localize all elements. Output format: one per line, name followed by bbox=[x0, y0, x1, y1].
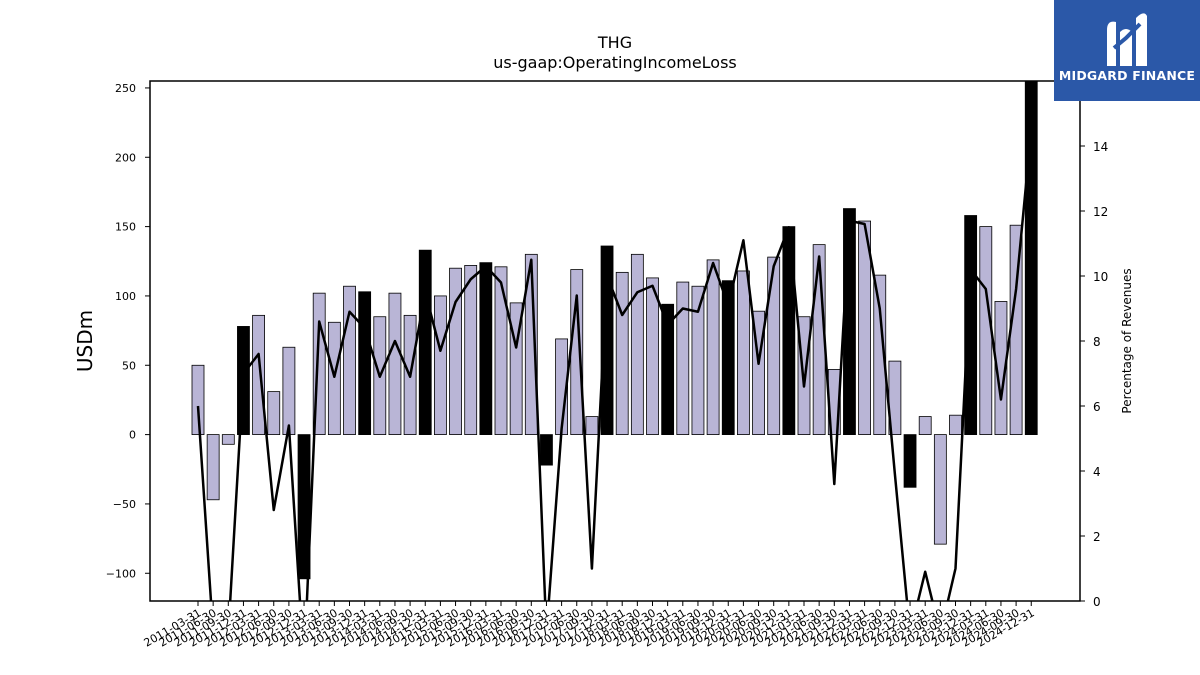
bar-2014-06-30 bbox=[388, 292, 402, 436]
chart-title: THG bbox=[597, 33, 632, 52]
y-tick-label: 50 bbox=[122, 359, 136, 372]
x-axis-ticks: 2011-03-312011-06-302011-09-302011-12-31… bbox=[142, 601, 1037, 650]
percentage-line-series bbox=[196, 129, 1033, 601]
bar-2014-12-31 bbox=[418, 249, 432, 435]
y-tick-label: 100 bbox=[115, 290, 136, 303]
brand-name: MIDGARD FINANCE bbox=[1058, 68, 1196, 83]
midgard-m-icon bbox=[1107, 13, 1147, 66]
y-tick-label: −50 bbox=[113, 498, 136, 511]
y-tick-label: 250 bbox=[115, 82, 136, 95]
bar-2011-03-31 bbox=[191, 364, 205, 435]
bar-2022-12-31 bbox=[903, 434, 917, 488]
y-axis-ticks: −100 −50 0 50 100 150 200 250 bbox=[106, 82, 150, 580]
bar-2011-09-30 bbox=[221, 434, 235, 445]
bar-2013-06-30 bbox=[327, 321, 341, 435]
bar-2012-06-30 bbox=[267, 391, 281, 435]
bar-2022-03-31 bbox=[858, 220, 871, 436]
bar-2016-09-30 bbox=[524, 253, 538, 436]
bar-2013-09-30 bbox=[343, 285, 356, 436]
bar-2017-12-31 bbox=[600, 245, 614, 435]
plot-frame bbox=[149, 80, 1081, 602]
bar-2017-09-30 bbox=[585, 416, 599, 436]
bar-2020-09-30 bbox=[767, 256, 781, 435]
y2-tick-label: 6 bbox=[1093, 400, 1101, 414]
bar-2015-09-30 bbox=[464, 265, 478, 435]
y-tick-label: 150 bbox=[115, 221, 136, 234]
y2-tick-label: 4 bbox=[1093, 465, 1101, 479]
y2-axis-label: Percentage of Revenues bbox=[1120, 268, 1134, 413]
percentage-line bbox=[196, 129, 1033, 601]
bar-2022-06-30 bbox=[873, 274, 887, 436]
y2-tick-label: 0 bbox=[1093, 595, 1101, 609]
y2-tick-label: 12 bbox=[1093, 205, 1108, 219]
bar-2018-06-30 bbox=[630, 253, 644, 436]
bar-2015-03-31 bbox=[433, 295, 447, 435]
brand-logo: MIDGARD FINANCE bbox=[1054, 0, 1200, 101]
bar-2023-03-31 bbox=[918, 416, 932, 436]
y2-axis-ticks: 0 2 4 6 8 10 12 14 bbox=[1080, 140, 1108, 609]
y2-tick-label: 8 bbox=[1093, 335, 1101, 349]
bar-2023-09-30 bbox=[949, 414, 962, 436]
bar-2012-09-30 bbox=[282, 346, 296, 435]
y-tick-label: 200 bbox=[115, 151, 136, 164]
bar-2013-12-31 bbox=[358, 291, 372, 435]
bar-2018-12-31 bbox=[661, 303, 675, 436]
bar-2024-06-30 bbox=[994, 301, 1008, 436]
y2-tick-label: 10 bbox=[1093, 270, 1108, 284]
bar-2024-03-31 bbox=[979, 226, 993, 436]
y2-tick-label: 14 bbox=[1093, 140, 1108, 154]
bar-2023-12-31 bbox=[964, 215, 978, 435]
bar-2016-03-31 bbox=[494, 266, 508, 435]
y-tick-label: 0 bbox=[129, 429, 136, 442]
bar-2020-12-31 bbox=[782, 226, 796, 436]
bar-2019-12-31 bbox=[721, 280, 735, 435]
bar-2019-06-30 bbox=[691, 285, 705, 436]
bar-2020-03-31 bbox=[737, 270, 750, 436]
y2-tick-label: 2 bbox=[1093, 530, 1101, 544]
bar-2019-09-30 bbox=[706, 259, 720, 436]
bar-2018-03-31 bbox=[615, 271, 629, 435]
bar-2023-06-30 bbox=[933, 434, 947, 545]
bar-2019-03-31 bbox=[676, 281, 690, 436]
bar-2011-06-30 bbox=[206, 434, 220, 501]
y-axis-label: USDm bbox=[73, 310, 97, 372]
y-tick-label: −100 bbox=[106, 567, 136, 580]
bar-2012-03-31 bbox=[252, 314, 266, 436]
chart-subtitle: us-gaap:OperatingIncomeLoss bbox=[493, 53, 737, 72]
bar-2016-12-31 bbox=[540, 434, 553, 466]
bar-2015-12-31 bbox=[479, 262, 493, 435]
bar-2018-09-30 bbox=[646, 277, 659, 436]
bar-2015-06-30 bbox=[449, 267, 462, 436]
